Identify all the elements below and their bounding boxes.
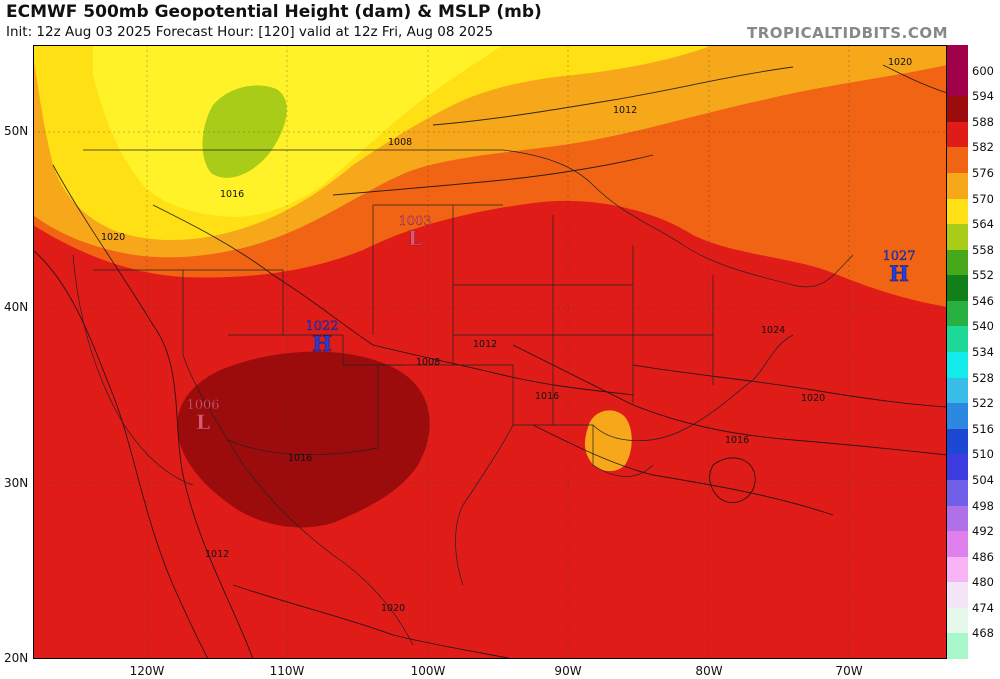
colorbar-label: 480 <box>972 575 994 590</box>
isobar-label: 1016 <box>725 435 749 446</box>
colorbar-segment <box>947 300 968 327</box>
lat-label-20n: 20N <box>4 651 29 665</box>
isobar-label: 1012 <box>613 105 637 116</box>
isobar-label: 1020 <box>888 57 912 68</box>
colorbar-segment <box>947 556 968 583</box>
colorbar-label: 570 <box>972 191 994 206</box>
boundaries <box>72 149 854 646</box>
lon-label-80w: 80W <box>695 664 723 678</box>
colorbar-label: 594 <box>972 89 994 104</box>
high-symbol-1022: H <box>312 331 332 356</box>
colorbar-segment <box>947 249 968 276</box>
height-600-region <box>177 351 430 528</box>
colorbar-label: 498 <box>972 498 994 513</box>
colorbar-segment <box>947 377 968 404</box>
colorbar-segment <box>947 403 968 430</box>
colorbar <box>947 45 968 660</box>
low-value-1003: 1003 <box>398 214 431 229</box>
colorbar-segment <box>947 147 968 174</box>
colorbar-segment <box>947 45 968 72</box>
lat-label-50n: 50N <box>4 124 29 138</box>
colorbar-label: 522 <box>972 396 994 411</box>
colorbar-segment <box>947 326 968 353</box>
isobar-label: 1016 <box>220 189 244 200</box>
height-field: 1020 1012 1008 1016 1020 1012 1008 1016 … <box>33 45 947 659</box>
colorbar-segment <box>947 275 968 302</box>
colorbar-label: 552 <box>972 268 994 283</box>
isobar-label: 1020 <box>381 603 405 614</box>
map-frame <box>33 45 947 659</box>
isobar-label: 1016 <box>288 453 312 464</box>
high-symbol-1027: H <box>889 261 909 286</box>
colorbar-segment <box>947 428 968 455</box>
colorbar-segment <box>947 582 968 609</box>
colorbar-segment <box>947 454 968 481</box>
brand-watermark[interactable]: TROPICALTIDBITS.COM <box>747 24 948 42</box>
lat-label-40n: 40N <box>4 300 29 314</box>
chart-title: ECMWF 500mb Geopotential Height (dam) & … <box>6 2 542 22</box>
colorbar-label: 582 <box>972 140 994 155</box>
lon-label-120w: 120W <box>129 664 165 678</box>
weather-map: 1020 1012 1008 1016 1020 1012 1008 1016 … <box>33 45 947 659</box>
lon-label-110w: 110W <box>269 664 305 678</box>
low-symbol-1003: L <box>408 226 422 250</box>
chart-subtitle: Init: 12z Aug 03 2025 Forecast Hour: [12… <box>6 24 494 40</box>
colorbar-segment <box>947 505 968 532</box>
colorbar-label: 468 <box>972 626 994 641</box>
colorbar-label: 564 <box>972 217 994 232</box>
colorbar-label: 504 <box>972 472 994 487</box>
isobar-label: 1008 <box>388 137 412 148</box>
colorbar-label: 600 <box>972 63 994 78</box>
colorbar-label: 474 <box>972 600 994 615</box>
colorbar-label: 546 <box>972 293 994 308</box>
colorbar-label: 576 <box>972 165 994 180</box>
isobar-labels: 1020 1012 1008 1016 1020 1012 1008 1016 … <box>101 57 912 614</box>
colorbar-segment <box>947 172 968 199</box>
colorbar-label: 540 <box>972 319 994 334</box>
colorbar-label: 588 <box>972 114 994 129</box>
colorbar-segment <box>947 607 968 634</box>
isobar-label: 1020 <box>801 393 825 404</box>
colorbar-segment <box>947 198 968 225</box>
colorbar-segment <box>947 70 968 97</box>
low-value-1006: 1006 <box>186 398 219 413</box>
colorbar-label: 558 <box>972 242 994 257</box>
colorbar-label: 534 <box>972 345 994 359</box>
isobar-label: 1020 <box>101 232 125 243</box>
isobar-label: 1016 <box>535 391 559 402</box>
high-value-1027: 1027 <box>882 249 915 264</box>
colorbar-label: 516 <box>972 421 994 436</box>
height-564-region <box>202 85 287 178</box>
colorbar-segment <box>947 224 968 251</box>
lon-label-70w: 70W <box>835 664 863 678</box>
isobar-label: 1008 <box>416 357 440 368</box>
colorbar-segment <box>947 633 968 660</box>
pressure-centers: 1003 L 1006 L 1022 H 1027 H <box>186 214 915 434</box>
lon-label-90w: 90W <box>554 664 582 678</box>
graticule <box>33 45 947 659</box>
high-value-1022: 1022 <box>305 319 338 334</box>
isobar-label: 1012 <box>473 339 497 350</box>
colorbar-label: 492 <box>972 524 994 539</box>
low-symbol-1006: L <box>196 410 210 434</box>
colorbar-label: 510 <box>972 447 994 462</box>
colorbar-label: 528 <box>972 370 994 385</box>
colorbar-label: 486 <box>972 549 994 564</box>
isobar-label: 1024 <box>761 325 785 336</box>
lon-label-100w: 100W <box>410 664 446 678</box>
isobar-label: 1012 <box>205 549 229 560</box>
height-588-gulf-region <box>584 410 632 472</box>
isobars <box>33 64 947 659</box>
colorbar-segment <box>947 479 968 506</box>
height-570-region <box>93 45 503 217</box>
colorbar-segment <box>947 531 968 558</box>
colorbar-segment <box>947 96 968 123</box>
colorbar-segment <box>947 352 968 379</box>
colorbar-segment <box>947 121 968 148</box>
lat-label-30n: 30N <box>4 476 29 490</box>
